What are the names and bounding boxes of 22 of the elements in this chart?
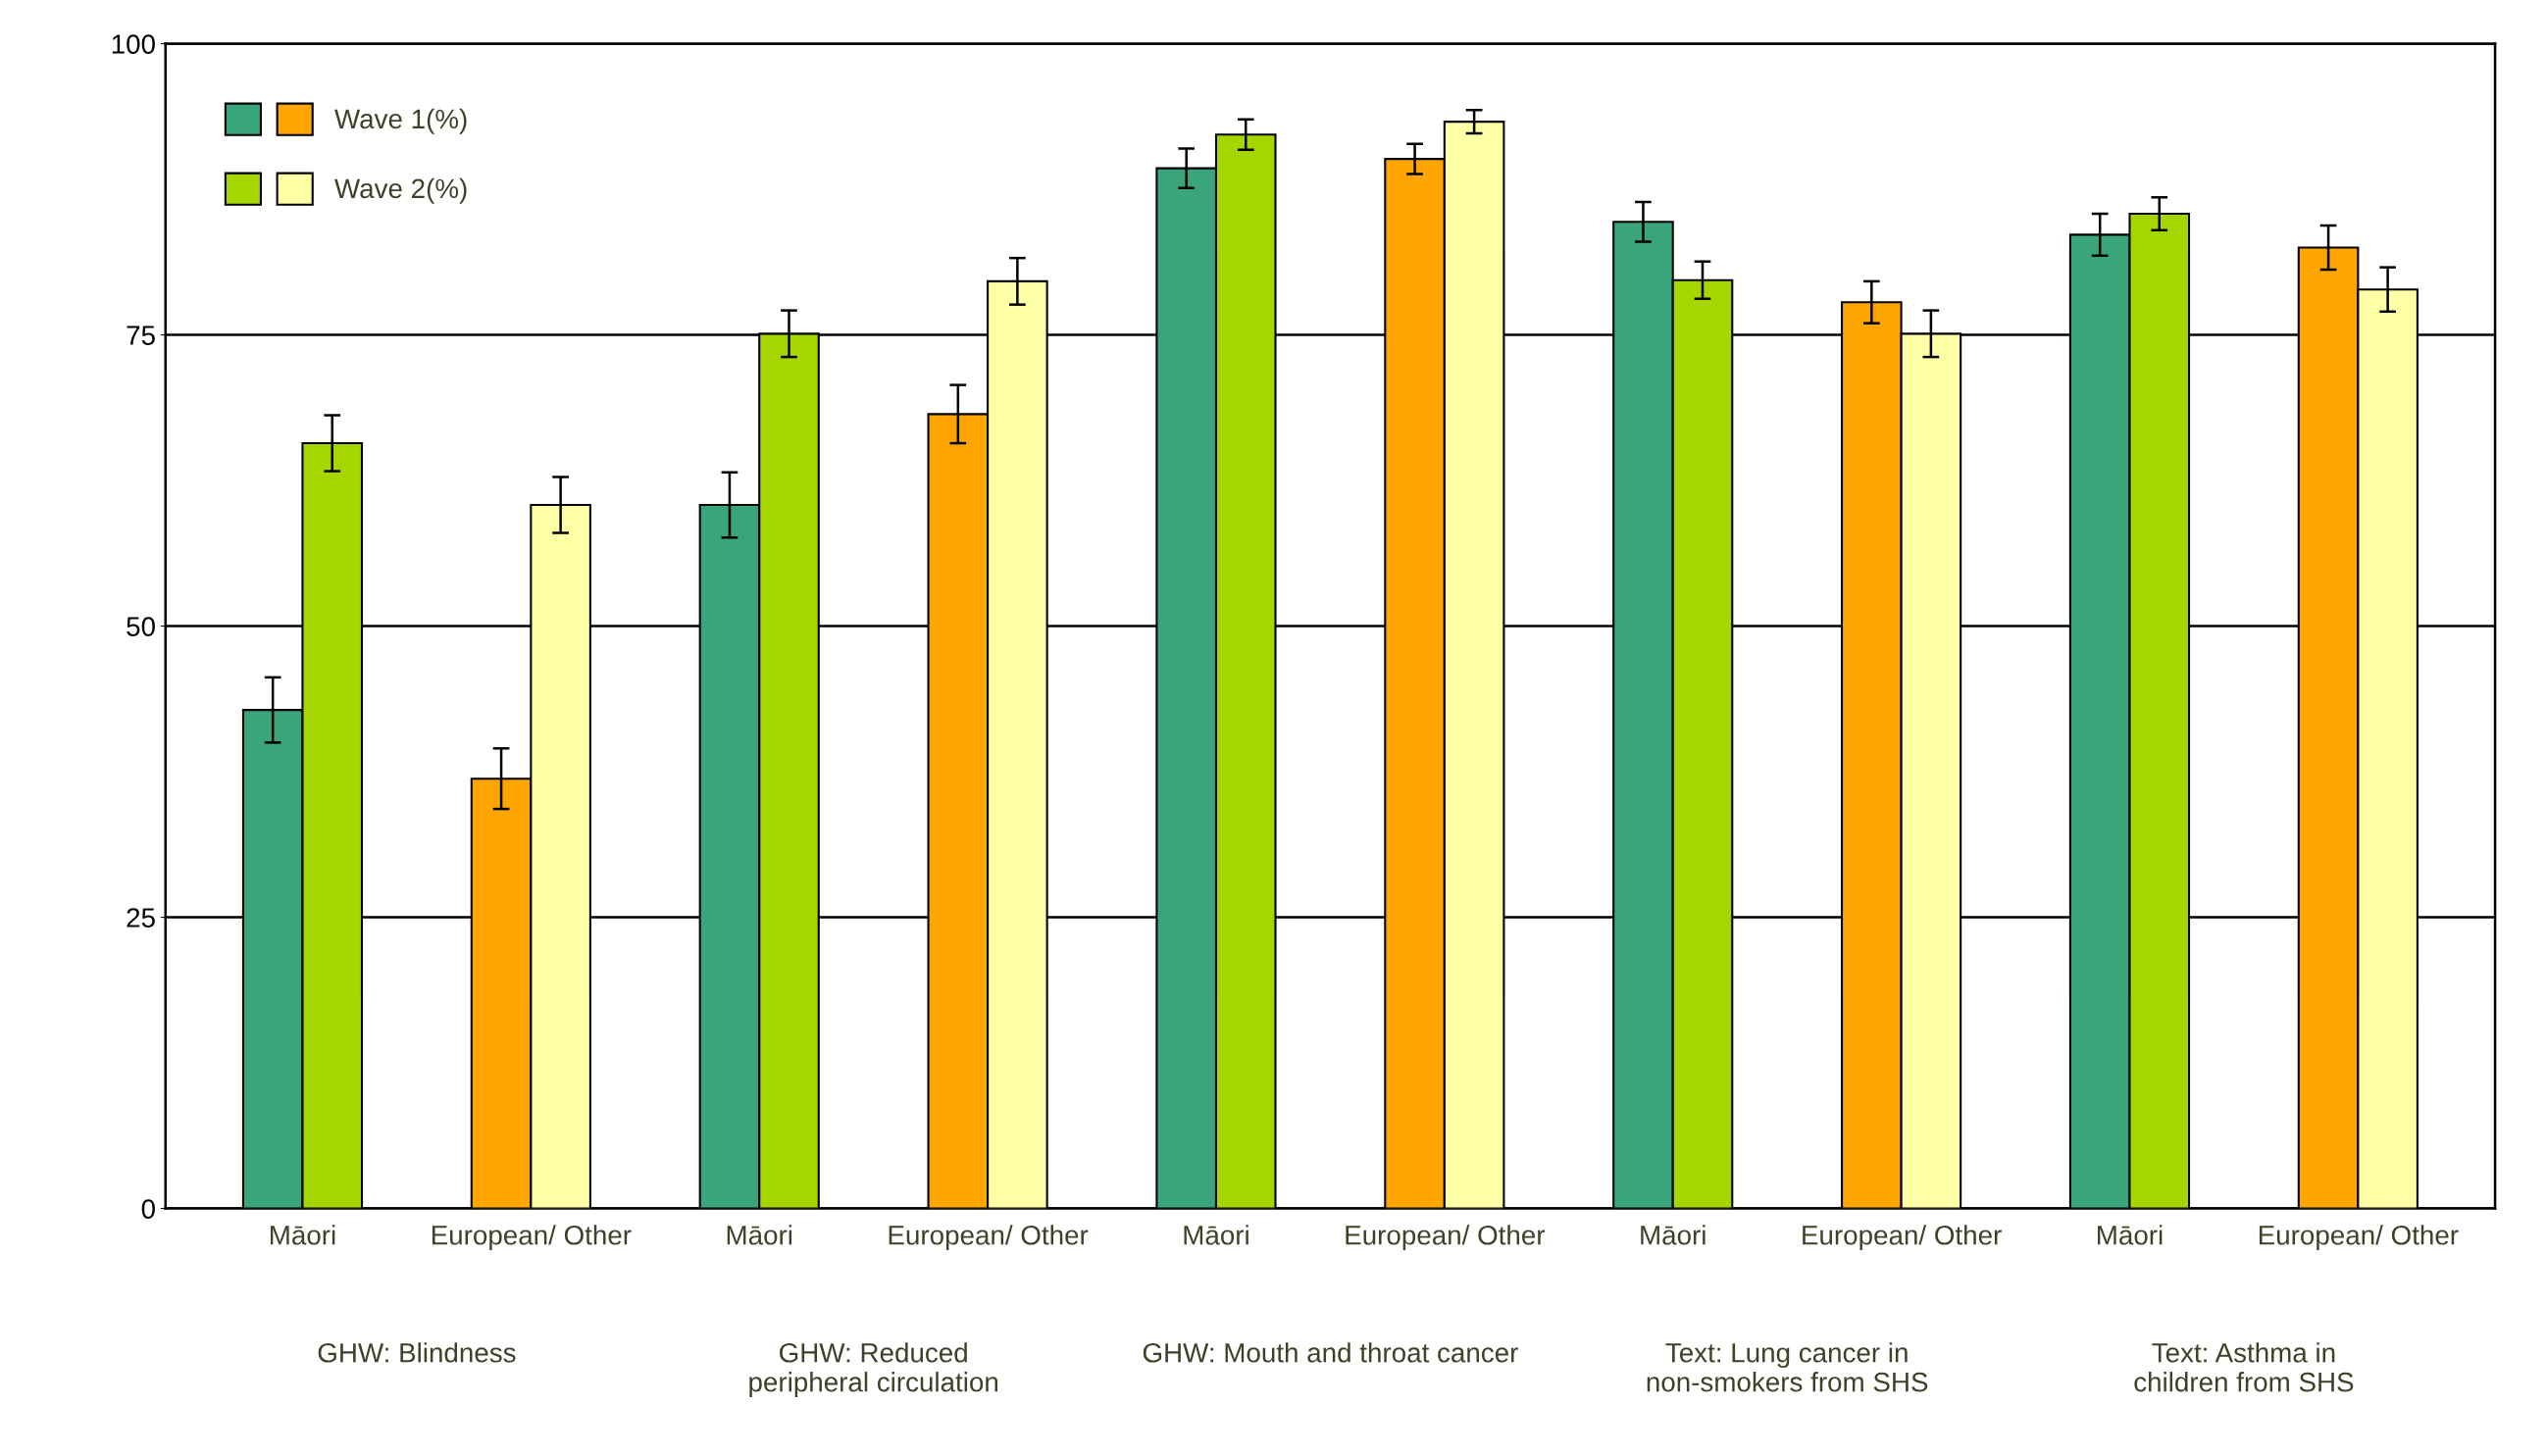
x-tick-label: European/ Other — [1803, 1225, 2002, 1251]
legend-label: Wave 1(%) — [334, 108, 467, 134]
x-tick-label: European/ Other — [2259, 1225, 2459, 1251]
y-tick-label: 100 — [112, 34, 155, 54]
x-tick-label: European/ Other — [1346, 1225, 1546, 1251]
x-tick-label: Māori — [271, 1225, 335, 1245]
x-tick-label: Māori — [727, 1225, 792, 1245]
text: Text: Asthma in children from SHS — [2134, 1342, 2354, 1392]
y-tick-label: 25 — [127, 908, 155, 928]
x-tick-label: European/ Other — [432, 1225, 632, 1251]
text: GHW: Reduced peripheral circulation — [749, 1342, 998, 1397]
x-tick-label: Māori — [1641, 1225, 1706, 1245]
y-tick-label: 0 — [141, 1199, 155, 1219]
text: GHW: Blindness — [318, 1342, 516, 1363]
y-tick-label: 50 — [127, 617, 155, 636]
legend-label: Wave 2(%) — [334, 177, 467, 204]
y-tick-label: 75 — [127, 326, 155, 345]
x-tick-label: Māori — [1184, 1225, 1248, 1245]
text: GHW: Mouth and throat cancer — [1143, 1342, 1518, 1363]
x-tick-label: Māori — [2098, 1225, 2163, 1245]
x-tick-label: European/ Other — [889, 1225, 1089, 1251]
text: Text: Lung cancer in non-smokers from SHS — [1647, 1342, 1928, 1392]
